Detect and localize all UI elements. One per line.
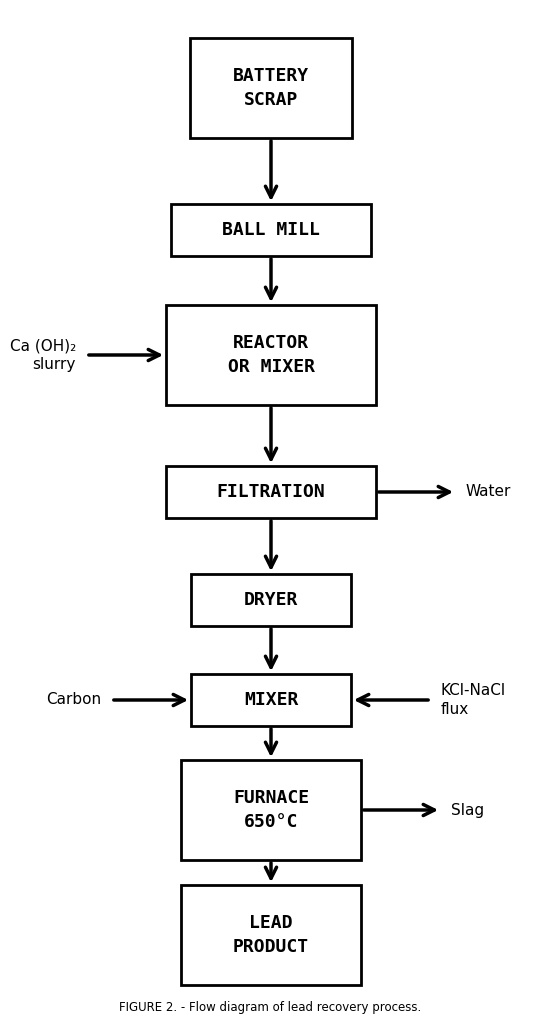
Text: REACTOR
OR MIXER: REACTOR OR MIXER — [228, 334, 314, 376]
Text: Carbon: Carbon — [46, 692, 101, 708]
Bar — [181, 760, 361, 860]
Text: DRYER: DRYER — [244, 591, 298, 609]
Text: BATTERY
SCRAP: BATTERY SCRAP — [233, 67, 309, 109]
Text: FILTRATION: FILTRATION — [216, 483, 325, 501]
Text: MIXER: MIXER — [244, 691, 298, 709]
Text: Slag: Slag — [451, 802, 484, 818]
Text: LEAD
PRODUCT: LEAD PRODUCT — [233, 915, 309, 956]
Text: Ca (OH)₂
slurry: Ca (OH)₂ slurry — [10, 338, 76, 372]
Bar — [171, 204, 371, 256]
Bar — [191, 574, 351, 626]
Bar — [166, 466, 376, 518]
Text: FIGURE 2. - Flow diagram of lead recovery process.: FIGURE 2. - Flow diagram of lead recover… — [120, 1001, 421, 1015]
Bar — [191, 674, 351, 726]
Bar — [166, 305, 376, 405]
Text: BALL MILL: BALL MILL — [222, 221, 320, 239]
Text: KCl-NaCl
flux: KCl-NaCl flux — [441, 683, 506, 717]
Bar — [190, 38, 352, 138]
Bar — [181, 885, 361, 985]
Text: Water: Water — [466, 484, 511, 500]
Text: FURNACE
650°C: FURNACE 650°C — [233, 789, 309, 831]
